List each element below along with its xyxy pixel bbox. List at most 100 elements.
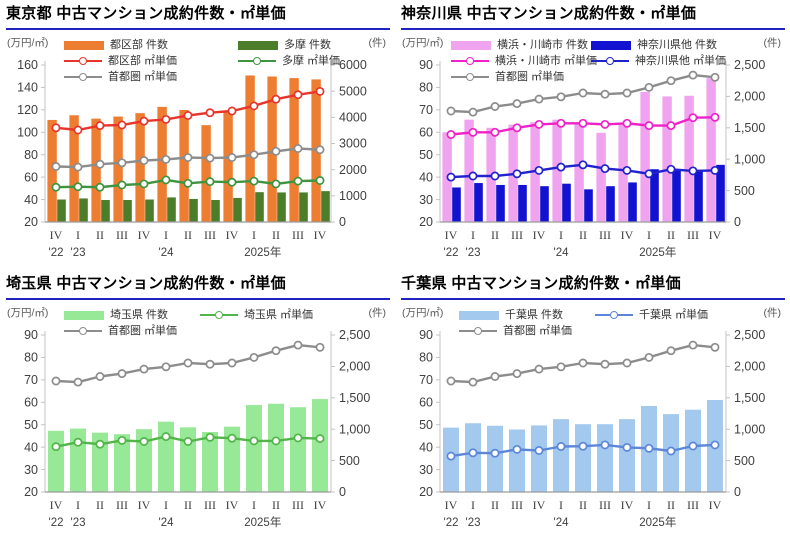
data-point-marker bbox=[468, 448, 478, 458]
data-point-marker bbox=[644, 82, 654, 92]
bar bbox=[255, 192, 264, 222]
right-axis-label: 2,500 bbox=[734, 58, 765, 72]
data-point-marker bbox=[315, 86, 325, 96]
x-axis-quarter-label: III bbox=[204, 228, 216, 242]
bar bbox=[487, 425, 503, 492]
x-axis-quarter-label: II bbox=[667, 498, 675, 512]
right-axis-label: 1,000 bbox=[734, 152, 765, 166]
x-axis-quarter-label: I bbox=[471, 228, 475, 242]
right-axis-label: 6000 bbox=[339, 58, 367, 72]
bar bbox=[619, 419, 635, 492]
x-axis-quarter-label: IV bbox=[533, 498, 546, 512]
x-axis-year-label: '23 bbox=[71, 247, 86, 259]
data-point-marker bbox=[271, 146, 281, 156]
data-point-marker bbox=[249, 176, 259, 186]
data-point-marker bbox=[534, 94, 544, 104]
x-axis-year-label: 2025年 bbox=[639, 515, 676, 529]
data-point-marker bbox=[710, 72, 720, 82]
x-axis-quarter-label: II bbox=[667, 228, 675, 242]
data-point-marker bbox=[534, 364, 544, 374]
data-point-marker bbox=[227, 177, 237, 187]
data-point-marker bbox=[315, 342, 325, 352]
data-point-marker bbox=[446, 106, 456, 116]
data-point-marker bbox=[534, 119, 544, 129]
x-axis-quarter-label: IV bbox=[138, 498, 151, 512]
bar bbox=[136, 429, 152, 492]
x-axis-quarter-label: III bbox=[204, 498, 216, 512]
combo-chart: 90 80 70 60 50 40 30 20 2,500 2,000 1,500 1,000 500 0… bbox=[419, 58, 765, 259]
x-axis-year-label: '22 bbox=[49, 247, 64, 259]
data-point-marker bbox=[556, 162, 566, 172]
bar bbox=[597, 424, 613, 492]
right-axis-label: 1000 bbox=[339, 189, 367, 203]
x-axis-quarter-label: III bbox=[116, 498, 128, 512]
data-point-marker bbox=[622, 118, 632, 128]
bar bbox=[562, 183, 571, 222]
left-axis-label: 60 bbox=[419, 125, 433, 139]
x-axis-quarter-label: II bbox=[184, 498, 192, 512]
data-point-marker bbox=[446, 172, 456, 182]
line-series bbox=[446, 70, 720, 117]
data-point-marker bbox=[73, 182, 83, 192]
data-point-marker bbox=[556, 92, 566, 102]
data-point-marker bbox=[95, 439, 105, 449]
data-point-marker bbox=[205, 432, 215, 442]
right-axis-unit: (件) bbox=[368, 37, 387, 49]
data-point-marker bbox=[227, 153, 237, 162]
bar bbox=[618, 124, 628, 222]
line-series bbox=[51, 86, 325, 135]
chart-body: (万円/㎡) (件) 160 140 120 100 80 60 40 20 6000 5000 4… bbox=[0, 32, 395, 270]
data-point-marker bbox=[666, 446, 676, 456]
x-axis-quarter-label: II bbox=[579, 228, 587, 242]
bar bbox=[716, 164, 725, 222]
data-point-marker bbox=[490, 372, 500, 381]
data-point-marker bbox=[688, 70, 698, 80]
data-point-marker bbox=[622, 442, 632, 452]
left-axis-label: 90 bbox=[419, 58, 433, 72]
left-axis-label: 50 bbox=[419, 148, 433, 162]
bar bbox=[685, 409, 701, 492]
data-point-marker bbox=[446, 130, 456, 139]
data-point-marker bbox=[183, 437, 193, 446]
data-point-marker bbox=[512, 99, 522, 109]
left-axis-label: 50 bbox=[24, 418, 38, 432]
data-point-marker bbox=[205, 108, 215, 118]
left-axis-label: 40 bbox=[419, 440, 433, 454]
data-point-marker bbox=[51, 182, 61, 192]
bar bbox=[268, 403, 284, 492]
x-axis-quarter-label: III bbox=[687, 228, 699, 242]
data-point-marker bbox=[688, 441, 698, 451]
data-point-marker bbox=[117, 435, 127, 445]
data-point-marker bbox=[512, 444, 522, 454]
data-point-marker bbox=[644, 352, 654, 362]
data-point-marker bbox=[95, 372, 105, 381]
left-axis-label: 70 bbox=[24, 373, 38, 387]
x-axis-quarter-label: II bbox=[184, 228, 192, 242]
x-axis-quarter-label: IV bbox=[709, 228, 722, 242]
bar bbox=[628, 182, 637, 222]
right-axis-label: 500 bbox=[734, 454, 755, 468]
bar bbox=[694, 169, 703, 222]
left-axis-unit: (万円/㎡) bbox=[7, 37, 49, 49]
left-axis-label: 30 bbox=[419, 193, 433, 207]
x-axis-year-label: '24 bbox=[159, 247, 175, 259]
bar bbox=[114, 434, 130, 492]
bar bbox=[650, 169, 659, 222]
left-axis-label: 80 bbox=[24, 351, 38, 365]
data-point-marker bbox=[556, 118, 566, 128]
data-point-marker bbox=[73, 437, 83, 447]
left-axis-label: 20 bbox=[419, 485, 433, 499]
data-point-marker bbox=[710, 440, 720, 450]
x-axis-quarter-label: II bbox=[96, 228, 104, 242]
chart-title: 東京都 中古マンション成約件数・㎡単価 bbox=[6, 3, 390, 30]
right-axis-label: 1,500 bbox=[734, 121, 765, 135]
x-axis-quarter-label: I bbox=[471, 498, 475, 512]
bar bbox=[158, 421, 174, 492]
right-axis-label: 500 bbox=[734, 184, 755, 198]
bar bbox=[662, 96, 672, 222]
left-axis-label: 60 bbox=[419, 395, 433, 409]
right-axis-label: 0 bbox=[734, 215, 741, 229]
data-point-marker bbox=[644, 169, 654, 179]
x-axis-quarter-label: III bbox=[292, 228, 304, 242]
left-axis-label: 90 bbox=[24, 328, 38, 342]
